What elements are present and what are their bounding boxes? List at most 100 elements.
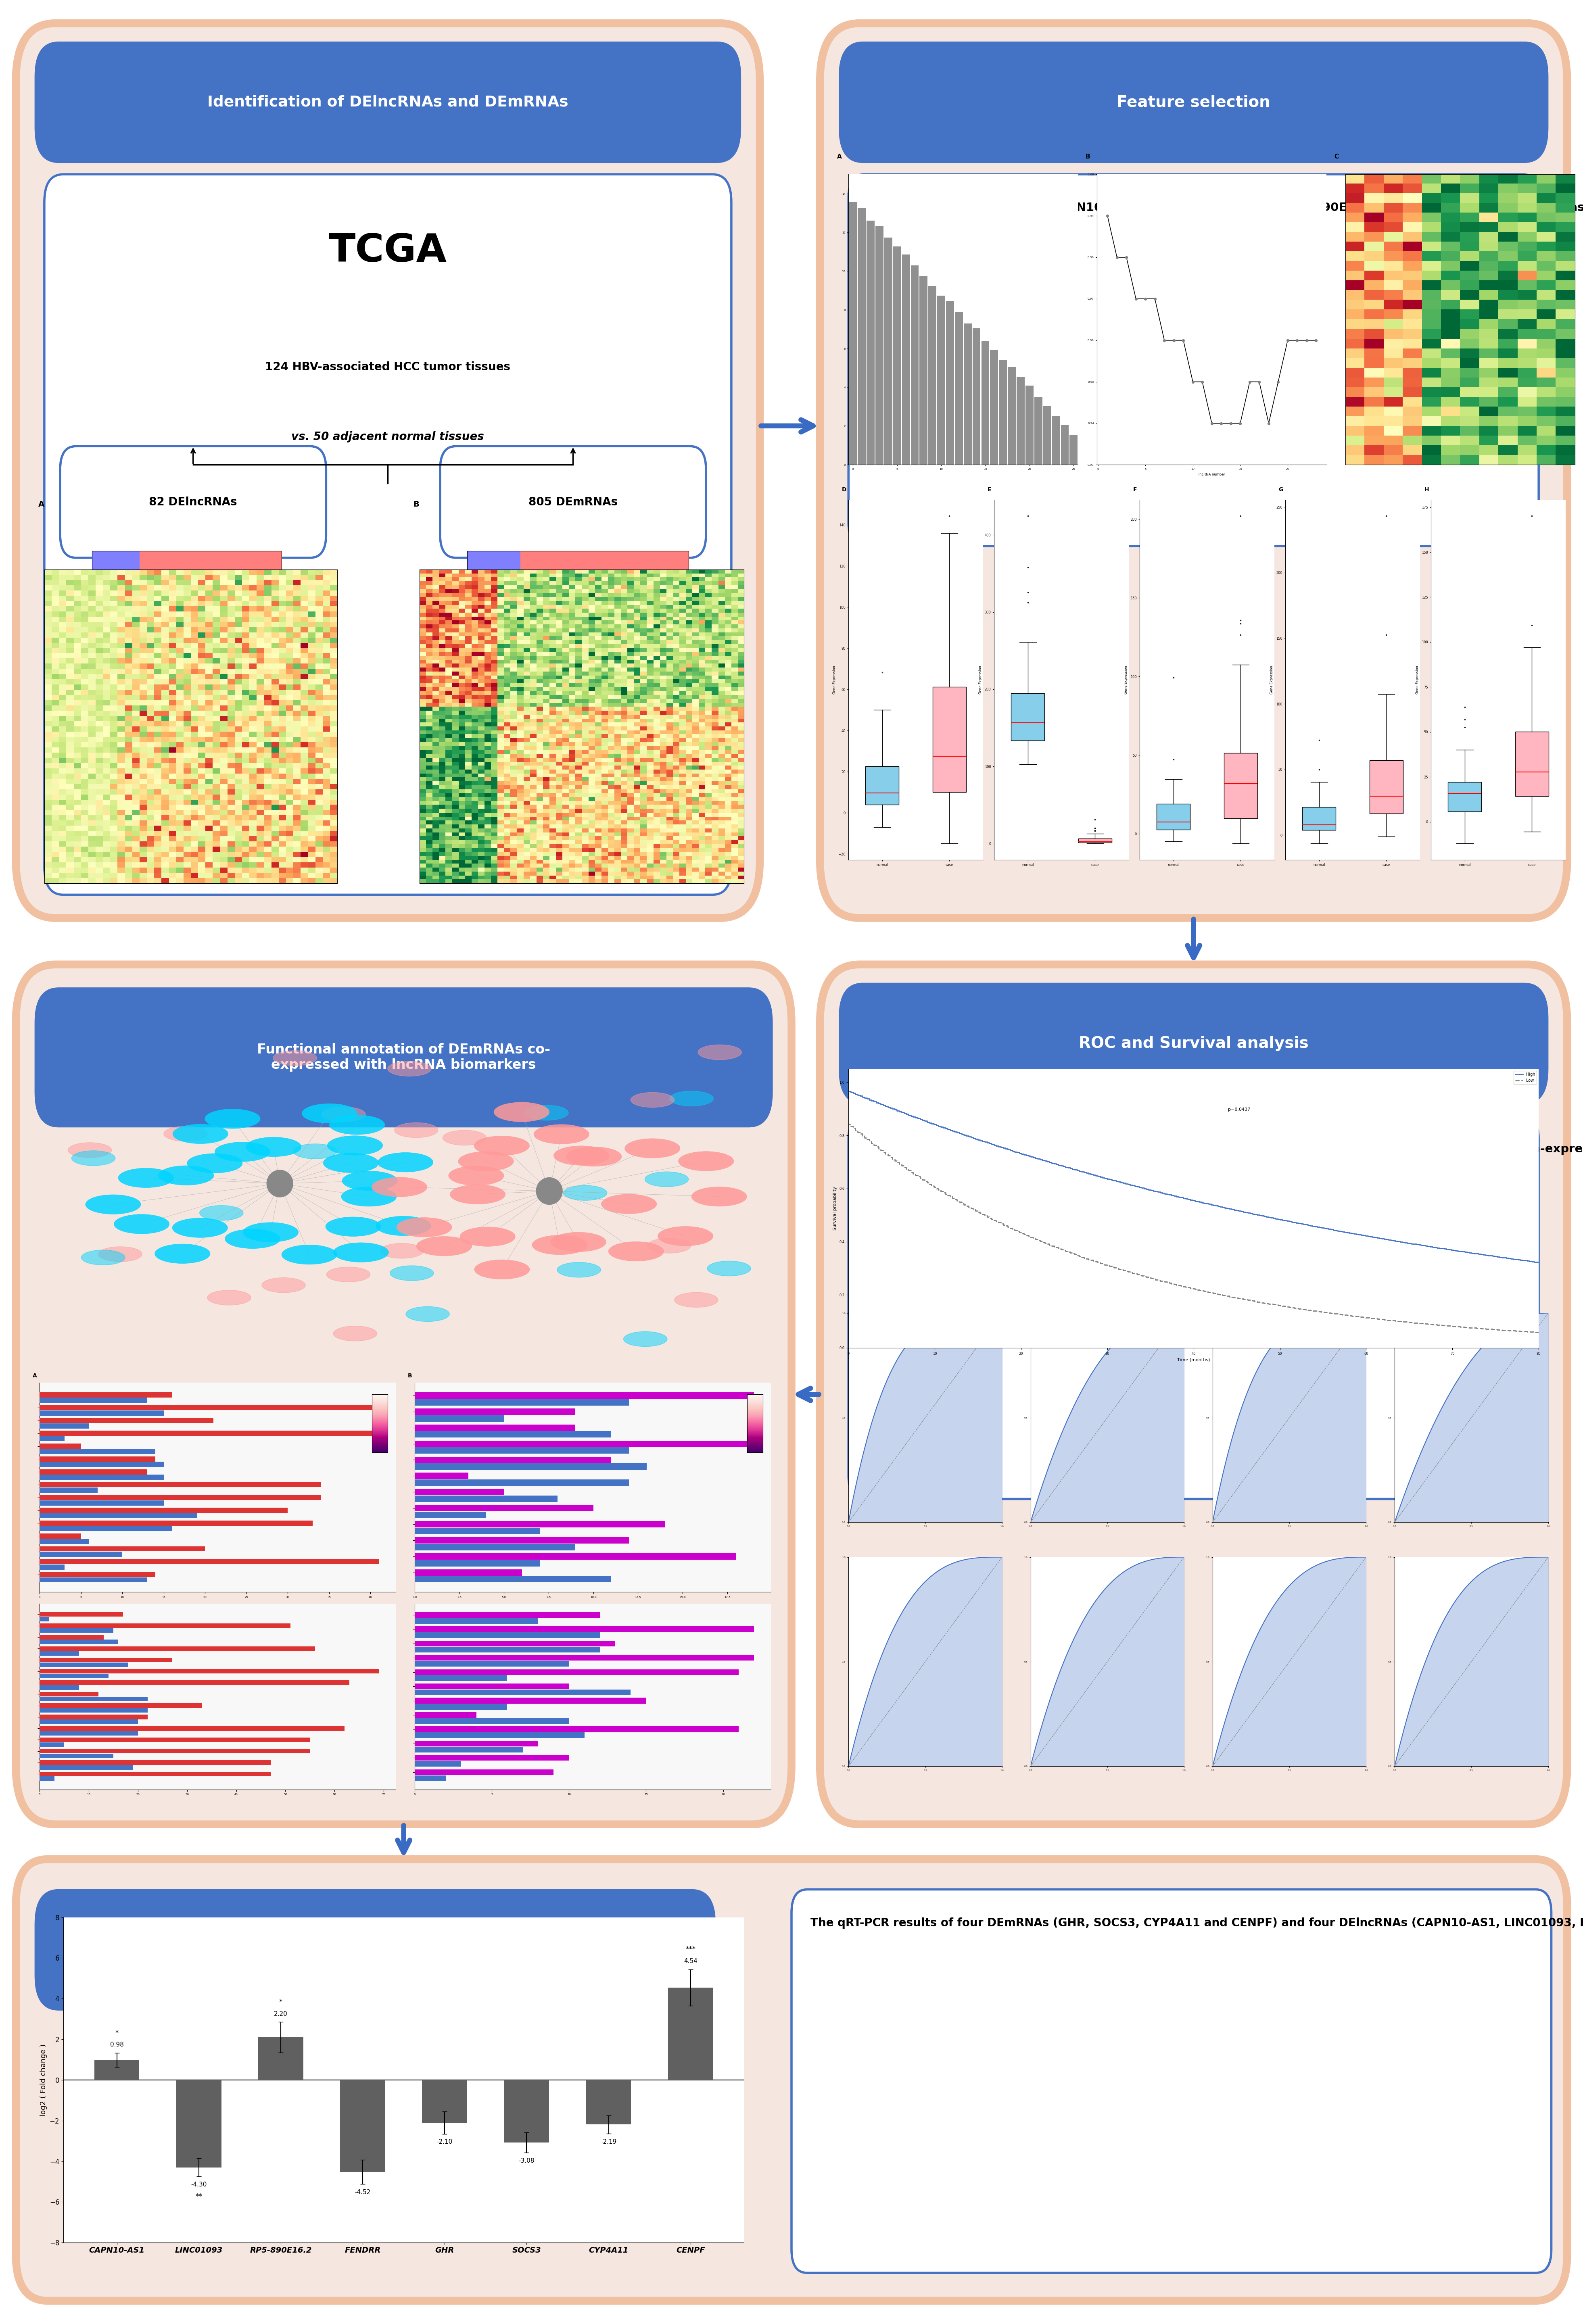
FancyBboxPatch shape bbox=[848, 174, 1539, 546]
Bar bbox=[40, 1406, 378, 1411]
Bar bbox=[40, 1645, 315, 1650]
Point bbox=[1217, 404, 1243, 442]
Ellipse shape bbox=[394, 1122, 438, 1139]
Ellipse shape bbox=[114, 1215, 169, 1234]
Bar bbox=[947, 302, 955, 465]
Bar bbox=[40, 1397, 147, 1404]
Bar bbox=[999, 360, 1007, 465]
Bar bbox=[40, 1731, 138, 1736]
Point bbox=[1246, 363, 1271, 400]
FancyBboxPatch shape bbox=[792, 1889, 1551, 2273]
Point bbox=[1227, 404, 1252, 442]
Point bbox=[1143, 281, 1168, 318]
Bar bbox=[40, 1448, 155, 1455]
Bar bbox=[415, 1717, 568, 1724]
Low bbox=[1529, 1318, 1548, 1346]
Text: H: H bbox=[1425, 486, 1429, 493]
Y-axis label: Gene Expression: Gene Expression bbox=[978, 665, 983, 695]
Bar bbox=[40, 1534, 81, 1538]
Bar bbox=[415, 1408, 576, 1415]
Ellipse shape bbox=[68, 1143, 112, 1157]
Ellipse shape bbox=[679, 1150, 735, 1171]
Bar bbox=[40, 1545, 206, 1552]
Bar bbox=[40, 1476, 163, 1480]
Text: vs. 50 adjacent normal tissues: vs. 50 adjacent normal tissues bbox=[291, 432, 484, 442]
Ellipse shape bbox=[163, 1127, 207, 1141]
Bar bbox=[40, 1650, 79, 1655]
Ellipse shape bbox=[567, 1146, 622, 1167]
Ellipse shape bbox=[388, 1062, 431, 1076]
Bar bbox=[848, 202, 856, 465]
Bar bbox=[668, 1987, 712, 2080]
Text: 124 HBV-associated HCC tumor tissues: 124 HBV-associated HCC tumor tissues bbox=[266, 363, 510, 372]
Bar bbox=[910, 265, 918, 465]
Bar bbox=[40, 1436, 65, 1441]
Circle shape bbox=[537, 1178, 562, 1204]
FancyBboxPatch shape bbox=[820, 23, 1567, 918]
Ellipse shape bbox=[494, 1102, 549, 1122]
Bar bbox=[40, 1613, 123, 1618]
High bbox=[839, 1076, 858, 1104]
Bar bbox=[40, 1411, 163, 1415]
Ellipse shape bbox=[119, 1169, 174, 1188]
Point bbox=[1171, 321, 1197, 358]
Point bbox=[1303, 321, 1328, 358]
FancyBboxPatch shape bbox=[44, 174, 731, 895]
Bar bbox=[1016, 376, 1024, 465]
Ellipse shape bbox=[659, 1227, 712, 1246]
Text: p=0.0437: p=0.0437 bbox=[1228, 1109, 1251, 1111]
Bar bbox=[95, 2059, 139, 2080]
Text: Feature selection: Feature selection bbox=[1116, 95, 1271, 109]
Bar bbox=[415, 1464, 647, 1469]
Bar bbox=[415, 1399, 628, 1406]
Low bbox=[1262, 1290, 1281, 1318]
Low bbox=[1420, 1311, 1439, 1339]
Text: ROC and Survival analysis: ROC and Survival analysis bbox=[1078, 1037, 1309, 1050]
Ellipse shape bbox=[644, 1171, 689, 1188]
Y-axis label: log2 ( Fold change ): log2 ( Fold change ) bbox=[40, 2043, 47, 2117]
Ellipse shape bbox=[342, 1188, 397, 1206]
Bar bbox=[1034, 397, 1042, 465]
Bar bbox=[40, 1764, 133, 1769]
Bar bbox=[40, 1559, 378, 1564]
Ellipse shape bbox=[204, 1109, 260, 1129]
Bar bbox=[415, 1655, 754, 1662]
Bar bbox=[40, 1692, 98, 1697]
Bar bbox=[858, 207, 866, 465]
Line: High: High bbox=[848, 1090, 1539, 1262]
Bar bbox=[415, 1648, 600, 1652]
Bar bbox=[176, 2080, 222, 2168]
High bbox=[1464, 1239, 1483, 1267]
Bar bbox=[415, 1480, 628, 1485]
Text: *: * bbox=[116, 2029, 119, 2036]
FancyBboxPatch shape bbox=[839, 983, 1548, 1104]
Bar bbox=[40, 1673, 108, 1678]
Bar bbox=[415, 1613, 600, 1618]
Ellipse shape bbox=[85, 1195, 141, 1213]
Ellipse shape bbox=[554, 1146, 609, 1164]
Bar bbox=[415, 1641, 616, 1645]
Point bbox=[1105, 239, 1130, 277]
Bar bbox=[415, 1441, 754, 1448]
FancyBboxPatch shape bbox=[35, 1889, 716, 2010]
Ellipse shape bbox=[342, 1171, 397, 1190]
Bar bbox=[415, 1543, 576, 1550]
Point bbox=[1208, 404, 1233, 442]
Bar bbox=[40, 1552, 122, 1557]
Text: B: B bbox=[1086, 153, 1091, 160]
Bar bbox=[415, 1683, 568, 1690]
Text: -4.30: -4.30 bbox=[192, 2182, 207, 2187]
Text: -4.52: -4.52 bbox=[355, 2189, 370, 2196]
Low bbox=[1464, 1313, 1483, 1341]
Bar bbox=[415, 1527, 540, 1534]
Bar bbox=[40, 1776, 54, 1780]
Bar bbox=[503, 2080, 549, 2143]
Bar bbox=[415, 1520, 665, 1527]
Low bbox=[839, 1109, 858, 1136]
Point bbox=[1200, 404, 1225, 442]
PathPatch shape bbox=[1078, 839, 1111, 844]
Ellipse shape bbox=[397, 1218, 451, 1236]
Bar bbox=[415, 1741, 538, 1745]
Ellipse shape bbox=[692, 1188, 747, 1206]
Bar bbox=[415, 1457, 611, 1464]
